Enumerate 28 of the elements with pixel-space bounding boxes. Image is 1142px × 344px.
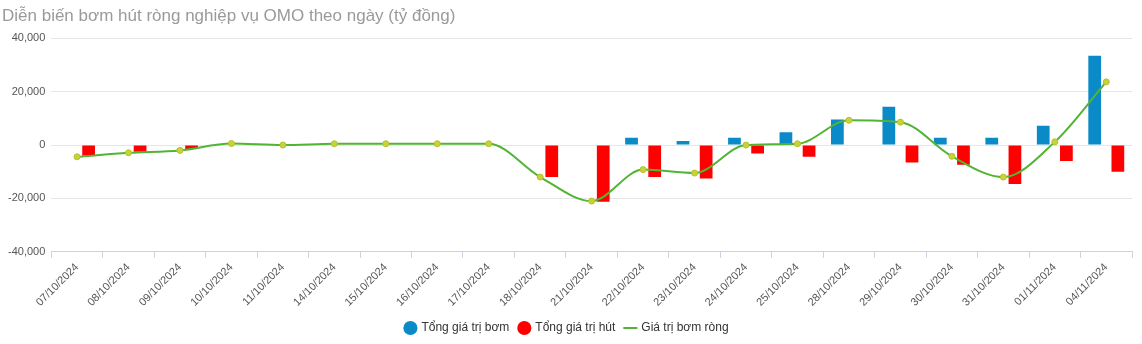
y-tick-label: 40,000 — [11, 31, 46, 44]
bar — [545, 145, 559, 178]
y-tick-label: 20,000 — [11, 84, 46, 97]
bar — [648, 145, 662, 178]
bar — [596, 145, 610, 202]
bar — [1060, 145, 1073, 162]
bar — [905, 145, 919, 163]
y-tick-label: 0 — [39, 138, 46, 151]
bar — [957, 145, 970, 165]
bar — [751, 145, 764, 154]
bar — [802, 145, 816, 157]
legend-label: Tổng giá trị hút — [535, 320, 617, 335]
legend-label: Giá trị bơm ròng — [641, 320, 729, 335]
bar — [882, 106, 896, 145]
y-tick-label: -40,000 — [8, 244, 46, 257]
bar — [933, 137, 947, 145]
bar — [985, 137, 999, 145]
bar — [831, 119, 844, 145]
chart-title: Diễn biến bơm hút ròng nghiệp vụ OMO theo ngày (tỷ đồng) — [2, 5, 456, 25]
bar — [1111, 145, 1125, 172]
bar — [699, 145, 713, 179]
bar — [728, 137, 741, 145]
bar — [1036, 125, 1050, 145]
bar — [1088, 55, 1102, 145]
bar — [625, 137, 638, 145]
y-tick-label: -20,000 — [8, 191, 46, 204]
bar — [676, 141, 690, 145]
legend-label: Tổng giá trị bơm — [421, 320, 510, 335]
